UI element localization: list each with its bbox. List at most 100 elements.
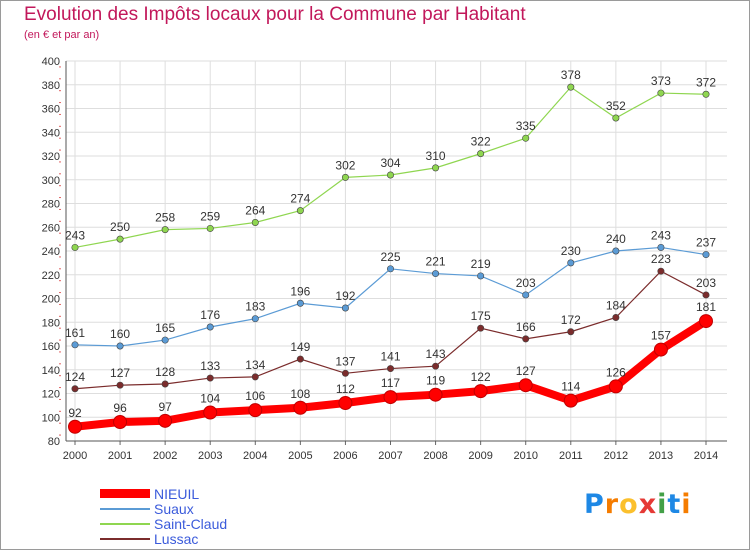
data-point-lussac: [612, 313, 620, 321]
legend-item-suaux: Suaux: [100, 500, 227, 517]
data-point-lussac: [206, 374, 214, 382]
data-label-nieuil: 157: [651, 329, 671, 343]
y-tick-label: 120: [42, 389, 60, 401]
data-point-lussac: [71, 385, 79, 393]
x-tick-label: 2011: [559, 450, 583, 462]
data-label-nieuil: 106: [245, 389, 265, 403]
data-label-suaux: 192: [335, 289, 355, 303]
logo-letter: o: [619, 489, 639, 520]
data-label-suaux: 225: [380, 250, 400, 264]
y-tick-label: 280: [42, 199, 60, 211]
logo-letter: t: [667, 489, 682, 520]
data-label-suaux: 219: [471, 257, 491, 271]
data-label-nieuil: 114: [561, 380, 580, 394]
data-point-suaux: [432, 270, 440, 278]
data-point-suaux: [161, 336, 169, 344]
data-label-lussac: 143: [426, 347, 446, 361]
y-tick-label: 80: [48, 436, 60, 448]
data-point-saint-claud: [296, 207, 304, 215]
data-point-nieuil: [338, 396, 353, 410]
data-label-nieuil: 126: [606, 365, 626, 379]
data-label-lussac: 124: [65, 370, 85, 384]
data-point-saint-claud: [116, 235, 124, 243]
data-point-suaux: [116, 342, 124, 350]
data-point-saint-claud: [206, 224, 214, 232]
data-point-suaux: [206, 323, 214, 331]
data-label-suaux: 176: [200, 308, 220, 322]
data-point-lussac: [567, 328, 575, 336]
x-tick-label: 2002: [153, 450, 177, 462]
data-label-saint-claud: 335: [516, 119, 536, 133]
data-point-lussac: [341, 369, 349, 377]
data-point-nieuil: [563, 393, 578, 408]
y-tick-label: 320: [42, 151, 60, 163]
data-label-saint-claud: 243: [65, 228, 85, 242]
data-point-suaux: [341, 304, 349, 312]
data-point-suaux: [612, 247, 620, 255]
data-label-suaux: 230: [561, 244, 581, 258]
y-tick-label: 160: [42, 341, 60, 353]
data-point-lussac: [522, 335, 530, 343]
data-point-lussac: [386, 365, 394, 373]
data-label-saint-claud: 302: [335, 158, 355, 172]
data-label-suaux: 221: [426, 255, 446, 269]
y-tick-label: 220: [42, 270, 60, 282]
data-point-saint-claud: [251, 219, 259, 227]
x-tick-label: 2003: [198, 450, 222, 462]
legend-item-lussac: Lussac: [100, 530, 227, 547]
data-point-suaux: [522, 291, 530, 299]
data-point-saint-claud: [432, 164, 440, 172]
data-point-nieuil: [68, 419, 82, 434]
data-label-saint-claud: 373: [651, 74, 671, 88]
data-label-nieuil: 108: [290, 387, 310, 401]
data-label-nieuil: 112: [336, 382, 355, 396]
data-label-saint-claud: 264: [245, 204, 265, 218]
data-label-suaux: 240: [606, 232, 626, 246]
y-tick-label: 240: [42, 246, 60, 258]
data-point-nieuil: [248, 403, 263, 418]
data-point-lussac: [116, 381, 124, 389]
data-point-suaux: [386, 265, 394, 273]
y-tick-label: 180: [42, 317, 60, 329]
data-point-suaux: [296, 299, 304, 307]
data-label-suaux: 183: [245, 300, 265, 314]
data-point-nieuil: [203, 405, 218, 420]
data-label-nieuil: 92: [68, 406, 82, 420]
chart-title: Evolution des Impôts locaux pour la Comm…: [24, 4, 526, 25]
data-label-saint-claud: 372: [696, 75, 716, 89]
data-label-nieuil: 119: [426, 374, 445, 388]
y-tick-label: 360: [42, 104, 60, 116]
data-point-nieuil: [473, 384, 488, 399]
data-label-suaux: 161: [65, 326, 85, 340]
legend-swatch-lussac: [100, 537, 150, 540]
data-point-suaux: [657, 243, 665, 251]
data-point-saint-claud: [567, 83, 575, 91]
x-tick-label: 2004: [243, 450, 267, 462]
legend-label-lussac: Lussac: [154, 530, 199, 547]
data-point-saint-claud: [477, 150, 485, 158]
x-tick-label: 2013: [649, 450, 673, 462]
data-point-nieuil: [158, 413, 173, 428]
data-point-saint-claud: [522, 134, 530, 142]
data-label-saint-claud: 274: [290, 192, 310, 206]
data-label-lussac: 128: [155, 365, 175, 379]
data-point-nieuil: [428, 387, 443, 402]
x-tick-label: 2001: [108, 450, 132, 462]
data-point-lussac: [477, 324, 485, 332]
data-point-saint-claud: [161, 226, 169, 234]
data-label-saint-claud: 304: [380, 156, 400, 170]
y-tick-label: 340: [42, 127, 60, 139]
data-point-saint-claud: [386, 171, 394, 179]
data-label-saint-claud: 322: [471, 135, 491, 149]
x-tick-label: 2008: [423, 450, 447, 462]
data-point-saint-claud: [341, 173, 349, 181]
data-point-lussac: [657, 267, 665, 275]
data-point-saint-claud: [71, 243, 79, 251]
chart-legend: NIEUIL Suaux Saint-Claud Lussac: [100, 486, 227, 547]
x-tick-label: 2000: [63, 450, 87, 462]
data-label-lussac: 127: [110, 366, 130, 380]
legend-label-suaux: Suaux: [154, 500, 194, 517]
data-label-nieuil: 104: [200, 392, 220, 406]
logo-letter: r: [604, 489, 620, 520]
